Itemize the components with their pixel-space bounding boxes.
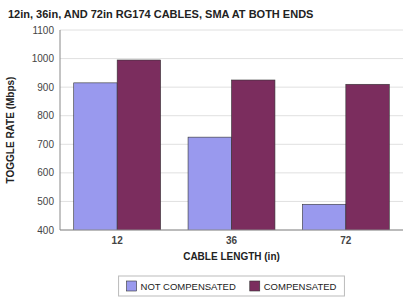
title: 12in, 36in, AND 72in RG174 CABLES, SMA A…	[8, 8, 313, 20]
y-tick-label: 700	[37, 139, 54, 150]
y-tick-label: 400	[37, 225, 54, 236]
legend-swatch	[127, 281, 137, 291]
x-tick-label: 36	[226, 235, 238, 246]
bar	[302, 204, 345, 230]
x-axis-line	[60, 230, 403, 231]
y-tick-label: 800	[37, 110, 54, 121]
y-tick-label: 600	[37, 167, 54, 178]
grid-line	[60, 58, 403, 59]
y-tick-label: 1100	[32, 25, 54, 36]
bar	[117, 60, 160, 230]
bar	[188, 137, 231, 230]
grid-line	[60, 230, 403, 231]
bar	[232, 80, 275, 230]
legend-label: NOT COMPENSATED	[141, 281, 236, 292]
bars	[74, 60, 390, 230]
y-tick-label: 900	[37, 82, 54, 93]
x-tick-label: 12	[112, 235, 124, 246]
legend-swatch	[250, 281, 260, 291]
x-tick-label: 72	[340, 235, 352, 246]
legend-frame	[119, 276, 345, 296]
y-axis-label: TOGGLE RATE (Mbps)	[5, 77, 16, 184]
y-tick-label: 500	[37, 196, 54, 207]
bar	[346, 84, 389, 230]
legend: NOT COMPENSATED COMPENSATED	[119, 276, 345, 296]
grid-line	[60, 30, 403, 31]
y-tick-label: 1000	[32, 53, 55, 64]
y-axis-line	[60, 30, 61, 230]
legend-label: COMPENSATED	[264, 281, 337, 292]
x-axis-label: CABLE LENGTH (in)	[183, 251, 280, 262]
chart: 12in, 36in, AND 72in RG174 CABLES, SMA A…	[0, 0, 415, 302]
bar	[74, 83, 117, 230]
